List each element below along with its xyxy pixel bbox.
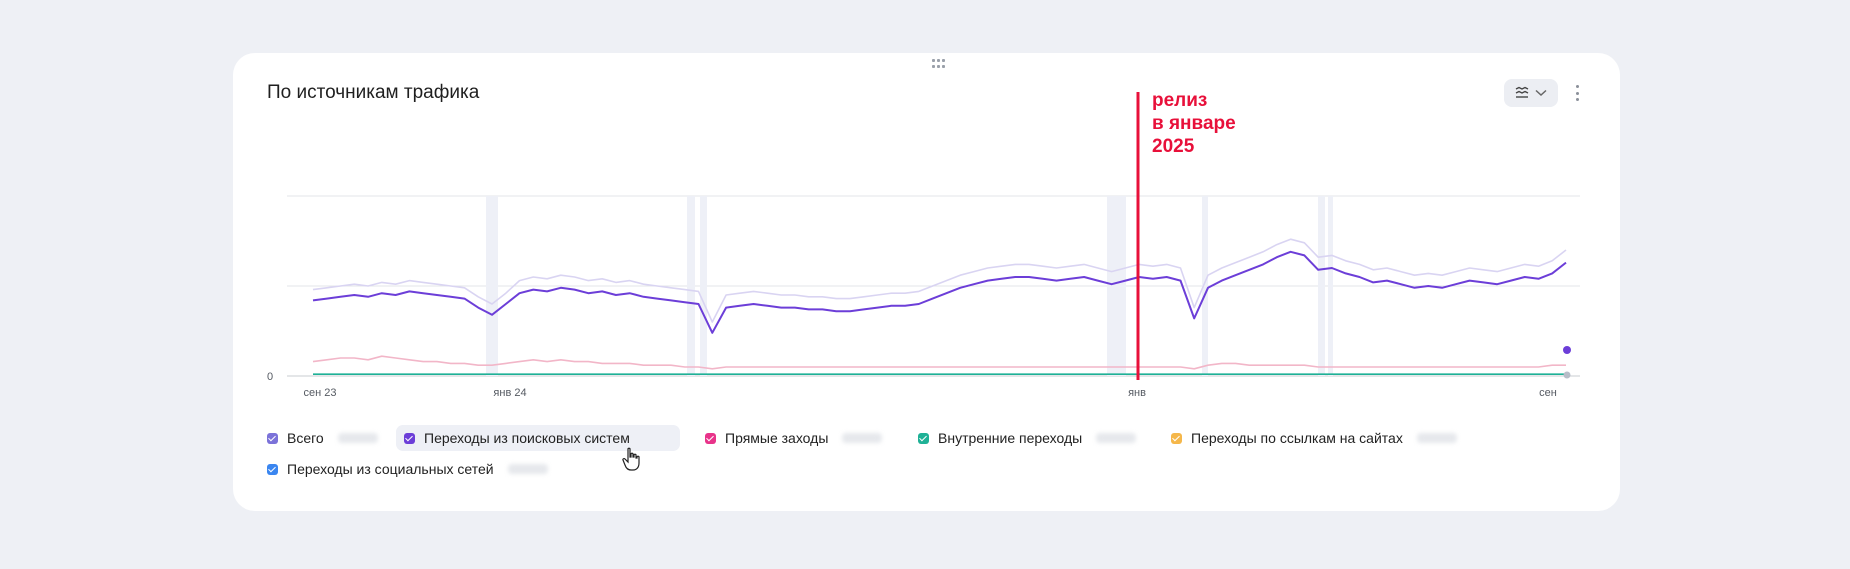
legend-item-internal[interactable]: Внутренние переходы: [918, 425, 1137, 451]
highlight-band: [1318, 196, 1325, 376]
card-title: По источникам трафика: [267, 82, 480, 103]
series-end-point: [1563, 346, 1571, 354]
legend-value-blurred: [507, 464, 548, 474]
legend-value-blurred: [1416, 433, 1457, 443]
legend-label: Переходы из поисковых систем: [424, 430, 630, 446]
legend-value-blurred: [842, 433, 883, 443]
annotation-line-1: релиз: [1152, 90, 1208, 111]
legend-label: Всего: [287, 430, 324, 446]
annotation-line-2: в январе: [1152, 113, 1236, 134]
series-line: [312, 355, 1566, 370]
legend-label: Внутренние переходы: [938, 430, 1083, 446]
checkbox-icon[interactable]: [267, 432, 278, 444]
highlight-band: [486, 196, 498, 376]
highlight-band: [1202, 196, 1208, 376]
x-tick-label: сен 23: [304, 387, 337, 399]
checkbox-icon[interactable]: [1171, 432, 1182, 444]
legend-item-search[interactable]: Переходы из поисковых систем: [396, 425, 680, 451]
x-tick-label: янв: [1128, 387, 1146, 399]
legend-item-referral[interactable]: Переходы по ссылкам на сайтах: [1171, 425, 1457, 451]
chart-settings-button[interactable]: [1504, 79, 1558, 107]
hand-cursor-icon: [622, 447, 640, 471]
legend-item-direct[interactable]: Прямые заходы: [705, 425, 883, 451]
x-tick-label: сен: [1539, 387, 1557, 399]
legend-label: Прямые заходы: [725, 430, 829, 446]
series-line: [312, 238, 1567, 323]
highlight-band: [1107, 196, 1126, 376]
chevron-down-icon: [1535, 89, 1547, 97]
checkbox-icon[interactable]: [705, 432, 716, 444]
drag-handle-icon[interactable]: [932, 59, 945, 69]
legend-label: Переходы по ссылкам на сайтах: [1191, 430, 1403, 446]
legend-value-blurred: [337, 433, 378, 443]
highlight-band: [687, 196, 695, 376]
chart-settings-icon: [1515, 86, 1529, 98]
y-tick-label: 0: [267, 371, 273, 383]
checkbox-icon[interactable]: [267, 463, 278, 475]
annotation-line-3: 2025: [1152, 136, 1195, 157]
series-line: [312, 250, 1567, 334]
checkbox-icon[interactable]: [918, 432, 929, 444]
series-end-point: [1563, 371, 1571, 379]
legend-value-blurred: [1096, 433, 1137, 443]
release-annotation: релиз в январе 2025: [1152, 89, 1236, 158]
legend-item-social[interactable]: Переходы из социальных сетей: [267, 456, 548, 482]
checkbox-icon[interactable]: [404, 432, 415, 444]
x-tick-label: янв 24: [493, 387, 526, 399]
more-vertical-icon[interactable]: [1573, 82, 1581, 104]
highlight-band: [700, 196, 707, 376]
legend-label: Переходы из социальных сетей: [287, 461, 494, 477]
legend-item-total[interactable]: Всего: [267, 425, 378, 451]
highlight-band: [1328, 196, 1333, 376]
